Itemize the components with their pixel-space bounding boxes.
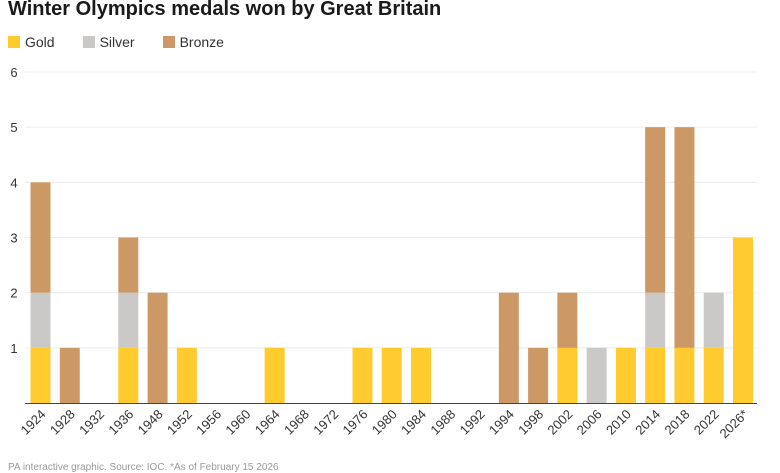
x-tick-label-2022: 2022 [691,407,722,438]
bar-silver-1924 [30,292,51,348]
bar-silver-2006 [586,347,607,403]
x-tick-label-1936: 1936 [105,407,136,438]
bar-gold-2010 [615,347,636,403]
legend-swatch-silver [82,36,95,48]
bar-bronze-1928 [59,347,80,403]
x-tick-label-2018: 2018 [662,407,693,438]
legend-item-gold[interactable]: Gold [8,34,55,50]
legend-swatch-bronze [162,36,175,48]
legend-item-silver[interactable]: Silver [82,34,135,50]
bar-silver-2022 [703,292,724,348]
bar-gold-1984 [411,347,432,403]
x-tick-label-1998: 1998 [515,407,546,438]
x-tick-label-1994: 1994 [486,407,517,438]
bar-gold-2026 [732,237,753,403]
y-tick-label-4: 4 [10,175,17,190]
bar-bronze-2014 [645,127,666,293]
bar-gold-1924 [30,347,51,403]
bar-gold-1980 [381,347,402,403]
x-tick-label-1972: 1972 [310,407,341,438]
bar-silver-1936 [118,292,139,348]
bar-gold-2018 [674,347,695,403]
bar-bronze-1948 [147,292,168,403]
legend-swatch-gold [8,36,20,48]
x-tick-label-2010: 2010 [603,407,634,438]
y-tick-label-3: 3 [10,231,17,246]
y-tick-label-1: 1 [10,341,17,356]
legend-label-bronze: Bronze [179,34,224,50]
bar-bronze-1924 [30,182,51,293]
bar-bronze-2002 [557,292,578,348]
bar-gold-1964 [264,347,285,403]
legend: Gold Silver Bronze [8,34,252,50]
x-tick-label-1988: 1988 [427,407,458,438]
x-tick-label-1956: 1956 [193,407,224,438]
bar-gold-1952 [176,347,197,403]
bar-bronze-1936 [118,237,139,293]
x-tick-label-1928: 1928 [47,407,78,438]
x-tick-label-1968: 1968 [281,407,312,438]
legend-label-silver: Silver [99,34,135,50]
chart-title: Winter Olympics medals won by Great Brit… [8,0,442,20]
x-tick-label-2006: 2006 [574,407,605,438]
y-tick-label-2: 2 [10,286,17,301]
legend-label-gold: Gold [25,34,55,50]
x-tick-label-1960: 1960 [222,407,253,438]
x-tick-label-1992: 1992 [457,407,488,438]
bar-bronze-1998 [528,347,549,403]
x-tick-label-2014: 2014 [632,407,663,438]
x-tick-label-1932: 1932 [76,407,107,438]
x-tick-label-1948: 1948 [135,407,166,438]
x-tick-label-2002: 2002 [544,407,575,438]
x-tick-label-1952: 1952 [164,407,195,438]
bar-gold-2014 [645,347,666,403]
legend-item-bronze[interactable]: Bronze [162,34,224,50]
x-tick-label-1964: 1964 [252,407,283,438]
bar-gold-1976 [352,347,373,403]
x-tick-label-2026: 2026* [716,407,751,442]
x-tick-label-1980: 1980 [369,407,400,438]
bar-bronze-2018 [674,127,695,348]
x-tick-label-1984: 1984 [398,407,429,438]
bar-gold-1936 [118,347,139,403]
x-tick-label-1924: 1924 [18,407,49,438]
bar-silver-2014 [645,292,666,348]
source-note: PA interactive graphic. Source: IOC. *As… [8,462,279,473]
y-tick-label-5: 5 [10,120,17,135]
y-tick-label-6: 6 [10,65,17,80]
x-tick-label-1976: 1976 [340,407,371,438]
bar-gold-2022 [703,347,724,403]
bar-bronze-1994 [498,292,519,403]
bar-gold-2002 [557,347,578,403]
